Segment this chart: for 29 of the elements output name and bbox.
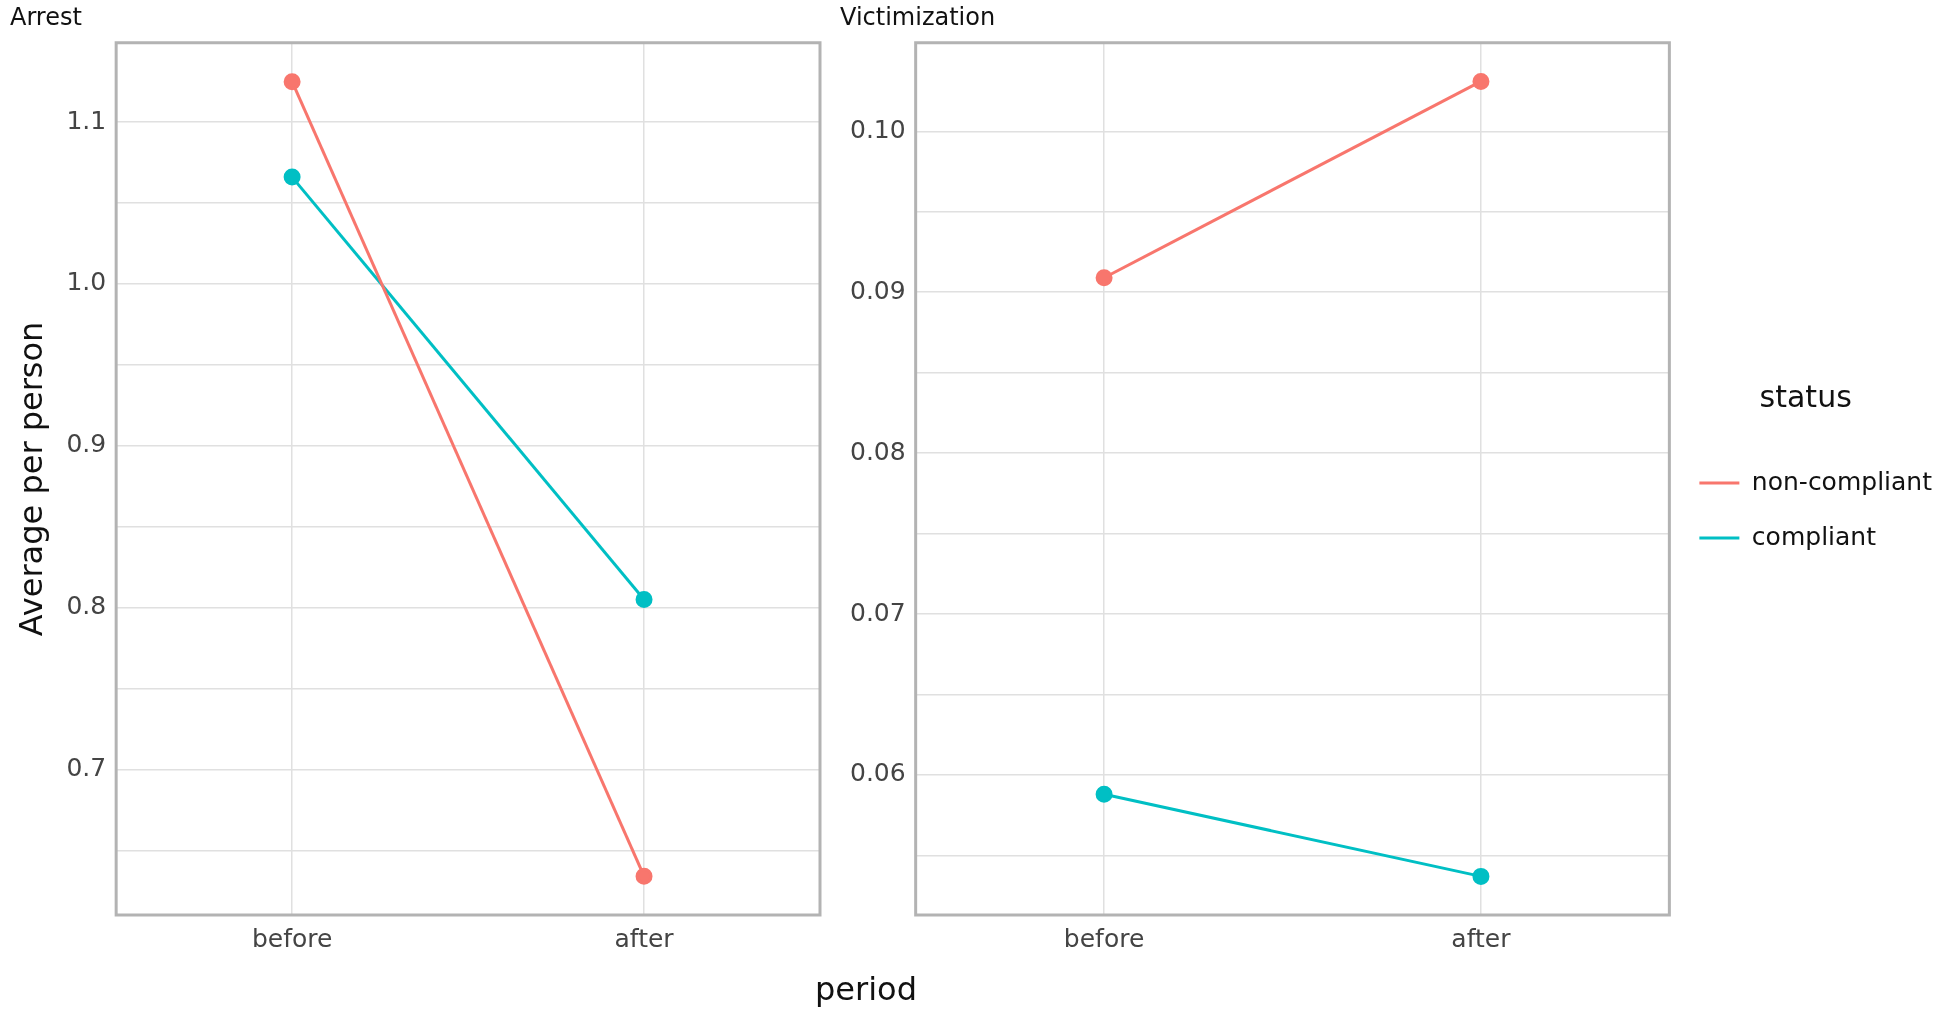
legend-label: non-compliant — [1751, 466, 1933, 496]
chart-title: Arrest — [10, 2, 82, 31]
x-tick-label: before — [251, 923, 333, 953]
point — [283, 168, 301, 186]
chart-title: Victimization — [840, 2, 996, 31]
point — [1095, 269, 1113, 287]
x-axis-title: period — [814, 970, 918, 1008]
point — [1472, 72, 1490, 90]
legend-title: status — [1759, 379, 1852, 415]
point — [635, 867, 653, 885]
y-tick-label: 0.7 — [66, 752, 107, 782]
point — [1472, 867, 1490, 885]
y-tick-label: 0.09 — [849, 275, 906, 305]
y-tick-label: 1.1 — [66, 105, 107, 135]
y-axis-title: Average per person — [11, 321, 50, 637]
legend-label: compliant — [1751, 521, 1877, 551]
point — [1095, 785, 1113, 803]
x-tick-label: after — [614, 923, 675, 953]
x-tick-label: before — [1063, 923, 1145, 953]
x-tick-label: after — [1451, 923, 1512, 953]
point — [635, 590, 653, 608]
y-tick-label: 0.08 — [849, 436, 906, 466]
y-tick-label: 0.10 — [849, 114, 906, 144]
y-tick-label: 0.07 — [849, 597, 906, 627]
y-tick-label: 0.06 — [849, 758, 906, 788]
y-tick-label: 1.0 — [66, 267, 107, 297]
point — [283, 73, 301, 91]
y-tick-label: 0.8 — [66, 591, 107, 621]
y-tick-label: 0.9 — [66, 429, 107, 459]
